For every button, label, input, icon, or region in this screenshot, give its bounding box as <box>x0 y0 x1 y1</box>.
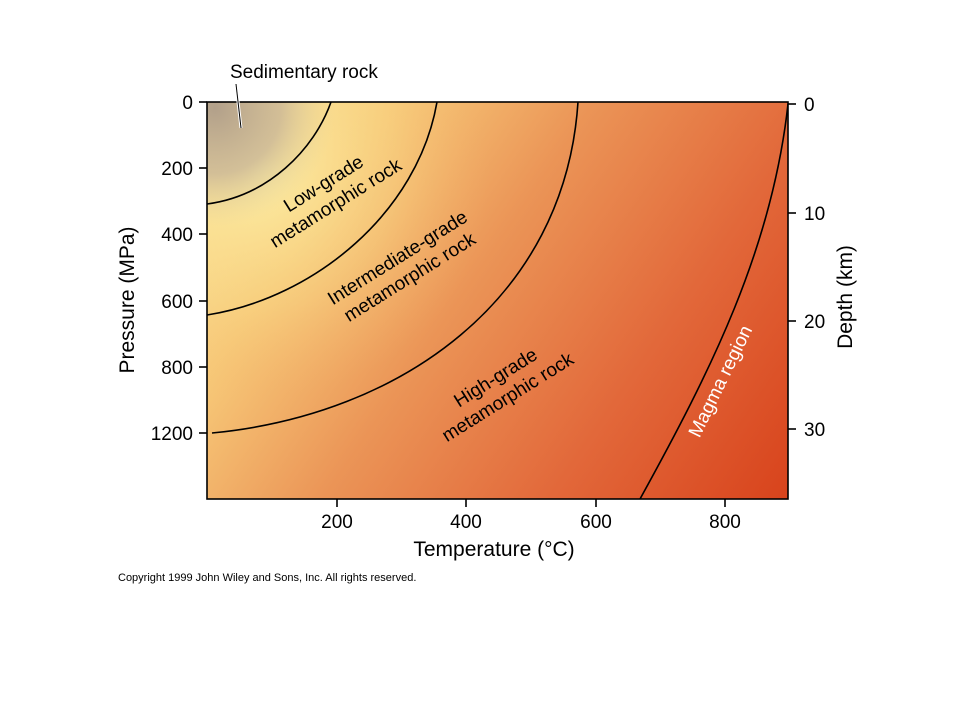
right-axis <box>788 103 796 430</box>
copyright-notice: Copyright 1999 John Wiley and Sons, Inc.… <box>118 572 416 584</box>
magma-boundary <box>639 103 788 499</box>
left-tick-label: 1200 <box>151 424 193 445</box>
left-axis-title: Pressure (MPa) <box>116 226 139 373</box>
bottom-tick-label: 600 <box>580 512 612 533</box>
left-axis <box>199 101 207 434</box>
right-tick-label: 20 <box>804 312 825 333</box>
left-tick-label: 200 <box>161 159 193 180</box>
right-tick-label: 10 <box>804 204 825 225</box>
bottom-tick-label: 800 <box>709 512 741 533</box>
low-grade-boundary <box>207 102 332 205</box>
left-tick-label: 600 <box>161 292 193 313</box>
bottom-tick-label: 400 <box>450 512 482 533</box>
left-tick-label: 800 <box>161 358 193 379</box>
sedimentary-leader-line <box>235 83 242 129</box>
bottom-axis-title: Temperature (°C) <box>413 538 574 561</box>
left-tick-label: 400 <box>161 225 193 246</box>
right-tick-label: 30 <box>804 420 825 441</box>
left-tick-label: 0 <box>182 93 193 114</box>
high-grade-boundary <box>211 102 579 434</box>
bottom-tick-label: 200 <box>321 512 353 533</box>
right-axis-title: Depth (km) <box>834 245 857 349</box>
intermediate-grade-boundary <box>207 102 438 316</box>
plot-area <box>207 102 788 499</box>
sedimentary-rock-label: Sedimentary rock <box>230 62 378 83</box>
right-tick-label: 0 <box>804 95 815 116</box>
bottom-axis <box>336 499 726 507</box>
